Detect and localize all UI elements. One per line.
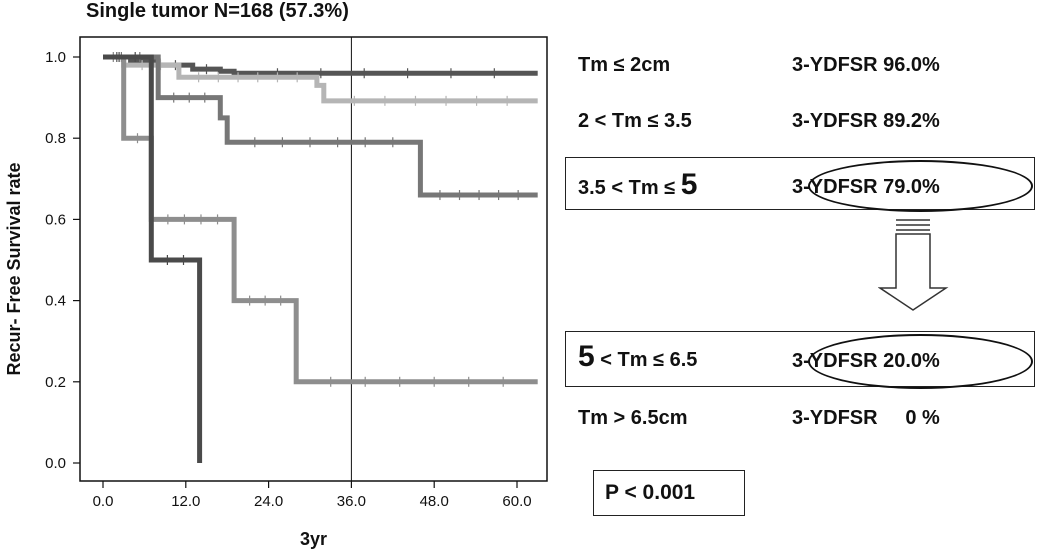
y-tick-label-3: 0.6 <box>45 211 66 228</box>
down-arrow-icon <box>878 219 949 311</box>
y-tick-label-5: 1.0 <box>45 49 66 66</box>
series-line-0 <box>103 54 538 76</box>
x-tick-label-4: 48.0 <box>420 493 449 510</box>
highlight-ellipse-1 <box>808 160 1033 212</box>
row-5-stat: 3-YDFSR 0 % <box>792 407 940 429</box>
y-axis-label: Recur- Free Survival rate <box>4 162 24 375</box>
row-4-label: 5 < Tm ≤ 6.5 <box>578 340 698 373</box>
series-line-4 <box>103 54 203 463</box>
y-tick-label-1: 0.2 <box>45 374 66 391</box>
plot-frame <box>79 36 548 482</box>
row-1-label: Tm ≤ 2cm <box>578 54 671 76</box>
x-tick-label-3: 36.0 <box>337 493 366 510</box>
row-3-box <box>565 157 1035 210</box>
x-axis-label: 3yr <box>300 529 327 549</box>
series-line-1 <box>103 54 538 104</box>
x-tick-label-2: 24.0 <box>254 493 283 510</box>
chart-title: Single tumor N=168 (57.3%) <box>86 0 349 22</box>
y-tick-label-2: 0.4 <box>45 293 66 310</box>
x-tick-label-0: 0.0 <box>93 493 114 510</box>
row-4-box <box>565 331 1035 387</box>
row-3-label: 3.5 < Tm ≤ 5 <box>578 168 698 201</box>
x-tick-label-1: 12.0 <box>171 493 200 510</box>
series-line-2 <box>103 54 538 198</box>
survival-chart: 0.0 0.2 0.4 0.6 0.8 1.0 0.0 12.0 24.0 36.0 48.0 60.… <box>4 36 548 549</box>
x-tick-label-5: 60.0 <box>502 493 531 510</box>
row-1-stat: 3-YDFSR 96.0% <box>792 54 940 76</box>
row-2-stat: 3-YDFSR 89.2% <box>792 110 940 132</box>
series-line-3 <box>103 54 538 385</box>
y-tick-label-4: 0.8 <box>45 130 66 147</box>
highlight-ellipse-2 <box>808 334 1033 389</box>
row-2-label: 2 < Tm ≤ 3.5 <box>578 110 692 132</box>
y-tick-label-0: 0.0 <box>45 455 66 472</box>
p-value-box: P < 0.001 <box>593 470 745 516</box>
row-5-label: Tm > 6.5cm <box>578 407 688 429</box>
